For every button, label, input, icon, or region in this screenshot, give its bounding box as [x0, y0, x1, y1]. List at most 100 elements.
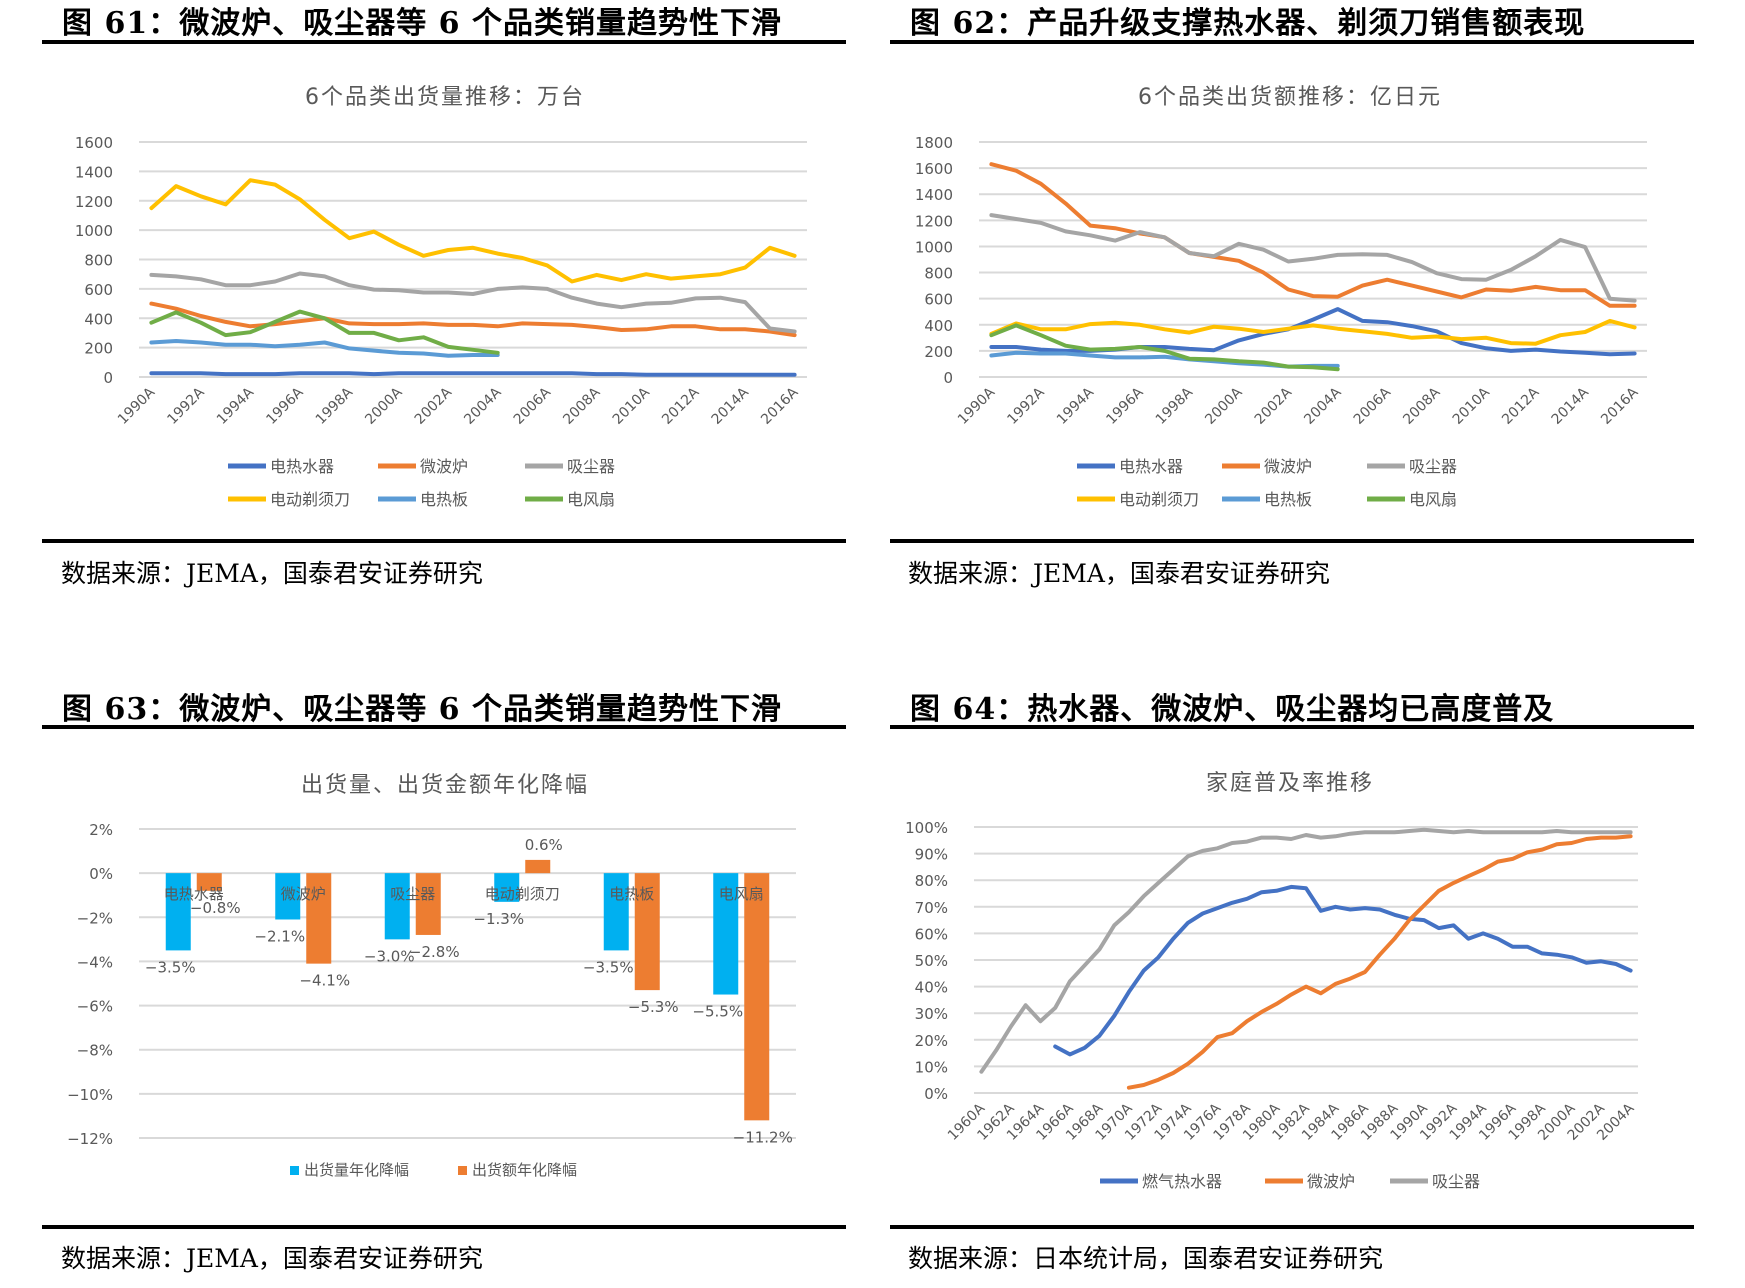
legend-label: 电热水器 — [270, 457, 334, 476]
legend-label: 吸尘器 — [1432, 1172, 1480, 1191]
figure-64-source: 数据来源：日本统计局，国泰君安证券研究 — [908, 1244, 1384, 1273]
x-tick-label: 1996A — [263, 384, 307, 428]
y-tick-label: 1200 — [75, 193, 113, 211]
data-label: −5.5% — [692, 1003, 743, 1021]
legend-label: 微波炉 — [1264, 457, 1312, 476]
series-line-电动剃须刀 — [149, 178, 797, 284]
figure-61-source: 数据来源：JEMA，国泰君安证券研究 — [61, 559, 483, 588]
y-tick-label: 0 — [943, 369, 953, 387]
y-tick-label: 400 — [924, 317, 953, 335]
figure-62-bottom-rule — [890, 539, 1694, 543]
legend-label: 电热板 — [420, 490, 468, 509]
figure-62-top-rule — [890, 40, 1694, 44]
x-tick-label: 2004A — [1301, 384, 1345, 428]
y-tick-label: 100% — [905, 819, 948, 837]
x-tick-label: 2010A — [1450, 384, 1494, 428]
data-label: −11.2% — [733, 1128, 793, 1146]
series-line-微波炉 — [1126, 834, 1633, 1090]
data-label: −2.8% — [409, 943, 460, 961]
x-tick-label: 1998A — [313, 384, 357, 428]
legend-label: 吸尘器 — [1409, 457, 1457, 476]
y-tick-label: 20% — [915, 1032, 948, 1050]
y-tick-label: 1000 — [75, 222, 113, 240]
y-tick-label: −4% — [77, 953, 113, 971]
bar-出货额年化降幅-微波炉 — [306, 873, 332, 964]
legend-swatch — [458, 1166, 467, 1175]
bar-出货额年化降幅-电动剃须刀 — [525, 859, 551, 874]
y-tick-label: 1600 — [75, 134, 113, 152]
chart-title: 6个品类出货量推移：万台 — [305, 85, 585, 110]
x-tick-label: 2002A — [1252, 384, 1296, 428]
figure-64-top-rule — [890, 725, 1694, 729]
series-line-微波炉 — [149, 301, 797, 338]
y-tick-label: 1600 — [915, 160, 953, 178]
y-tick-label: 800 — [924, 265, 953, 283]
y-tick-label: 1000 — [915, 238, 953, 256]
x-tick-label: 2016A — [758, 384, 802, 428]
y-tick-label: 0% — [924, 1085, 948, 1103]
figure-63-top-rule — [42, 725, 846, 729]
chart-63: 出货量、出货金额年化降幅 −12% −10% −8% −6% −4% −2% 0% 2% −3.5… — [67, 773, 796, 1179]
chart-64: 家庭普及率推移 0% 10% 20% 30% 40% 50% 60% 70% 80% 90% 100%… — [905, 771, 1638, 1191]
x-tick-label: 2006A — [1351, 384, 1395, 428]
category-label: 电动剃须刀 — [485, 885, 560, 903]
data-label: −3.0% — [364, 947, 415, 965]
x-tick-label: 2000A — [1202, 384, 1246, 428]
x-tick-label: 2012A — [659, 384, 703, 428]
series-line-电热水器 — [149, 371, 797, 377]
y-tick-label: −12% — [67, 1130, 113, 1148]
series-line-电热板 — [149, 339, 500, 358]
x-tick-label: 2010A — [610, 384, 654, 428]
chart-title: 家庭普及率推移 — [1206, 771, 1374, 796]
x-tick-label: 2004A — [461, 384, 505, 428]
y-tick-label: −10% — [67, 1086, 113, 1104]
series-line-电风扇 — [149, 309, 500, 355]
series-line-电风扇 — [989, 323, 1340, 372]
legend-label: 电动剃须刀 — [1119, 490, 1199, 509]
y-tick-label: 0% — [89, 865, 113, 883]
x-tick-label: 2002A — [412, 384, 456, 428]
x-tick-label: 2000A — [362, 384, 406, 428]
data-label: −3.5% — [583, 958, 634, 976]
y-tick-label: −2% — [77, 909, 113, 927]
y-tick-label: 10% — [915, 1058, 948, 1076]
figure-61-top-rule — [42, 40, 846, 44]
y-tick-label: 600 — [924, 291, 953, 309]
chart-title: 6个品类出货额推移：亿日元 — [1138, 85, 1442, 110]
x-tick-label: 2014A — [709, 384, 753, 428]
bar-出货量年化降幅-电热水器 — [165, 873, 191, 951]
category-label: 吸尘器 — [390, 885, 435, 903]
x-tick-label: 2012A — [1499, 384, 1543, 428]
figure-62-title: 图 62：产品升级支撑热水器、剃须刀销售额表现 — [910, 6, 1586, 41]
category-label: 微波炉 — [281, 885, 326, 903]
legend-label: 电风扇 — [1409, 490, 1457, 509]
x-tick-label: 2016A — [1598, 384, 1642, 428]
bar-出货量年化降幅-电动剃须刀 — [494, 873, 520, 902]
figure-61-title: 图 61：微波炉、吸尘器等 6 个品类销量趋势性下滑 — [62, 6, 782, 41]
y-tick-label: 1800 — [915, 134, 953, 152]
figure-64-bottom-rule — [890, 1225, 1694, 1229]
bar-出货量年化降幅-吸尘器 — [384, 873, 410, 940]
y-tick-label: 1400 — [75, 163, 113, 181]
y-tick-label: 1200 — [915, 212, 953, 230]
category-label: 电热板 — [609, 885, 654, 903]
legend-label: 电风扇 — [567, 490, 615, 509]
legend-label: 电动剃须刀 — [270, 490, 350, 509]
x-tick-label: 1996A — [1103, 384, 1147, 428]
y-tick-label: 30% — [915, 1005, 948, 1023]
series-line-燃气热水器 — [1053, 884, 1633, 1057]
y-tick-label: −8% — [77, 1042, 113, 1060]
chart-title: 出货量、出货金额年化降幅 — [301, 773, 589, 798]
y-tick-label: 600 — [84, 281, 113, 299]
x-tick-label: 1994A — [214, 384, 258, 428]
figure-63-source: 数据来源：JEMA，国泰君安证券研究 — [61, 1244, 483, 1273]
x-tick-label: 1998A — [1153, 384, 1197, 428]
x-tick-label: 1990A — [955, 384, 999, 428]
data-label: −4.1% — [299, 972, 350, 990]
series-line-微波炉 — [989, 162, 1637, 308]
y-tick-label: −6% — [77, 998, 113, 1016]
data-label: −1.3% — [473, 910, 524, 928]
data-label: 0.6% — [525, 836, 563, 854]
legend-label: 吸尘器 — [567, 457, 615, 476]
